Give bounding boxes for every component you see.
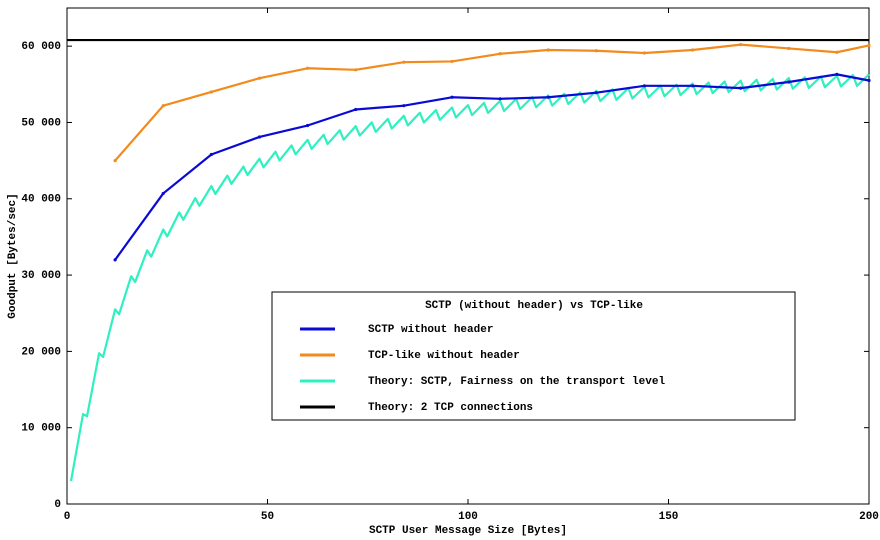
- point-marker: [835, 72, 839, 76]
- y-tick-label: 60 000: [21, 41, 61, 53]
- legend-label: Theory: SCTP, Fairness on the transport …: [368, 376, 665, 388]
- y-tick-label: 0: [54, 499, 61, 511]
- point-marker: [209, 152, 213, 157]
- point-marker: [787, 80, 791, 84]
- x-tick-label: 0: [64, 511, 71, 523]
- point-marker: [354, 68, 358, 72]
- point-marker: [257, 135, 262, 139]
- point-marker: [113, 159, 117, 163]
- point-marker: [594, 49, 598, 53]
- point-marker: [161, 191, 165, 196]
- x-tick-label: 200: [859, 511, 879, 523]
- point-marker: [402, 104, 406, 108]
- point-marker: [306, 66, 310, 70]
- point-marker: [113, 258, 117, 262]
- y-tick-label: 10 000: [21, 423, 61, 435]
- point-marker: [835, 50, 839, 54]
- point-marker: [546, 48, 550, 52]
- y-tick-label: 30 000: [21, 270, 61, 282]
- point-marker: [690, 84, 695, 88]
- legend: SCTP (without header) vs TCP-like SCTP wi…: [271, 291, 796, 421]
- x-tick-label: 50: [261, 511, 274, 523]
- y-axis-label: Goodput [Bytes/sec]: [7, 193, 19, 318]
- point-marker: [594, 91, 598, 95]
- point-marker: [642, 51, 647, 55]
- x-tick-label: 150: [659, 511, 679, 523]
- point-marker: [739, 43, 743, 47]
- point-marker: [690, 48, 695, 52]
- y-tick-label: 40 000: [21, 194, 61, 206]
- legend-label: Theory: 2 TCP connections: [368, 402, 533, 414]
- point-marker: [450, 95, 454, 99]
- point-marker: [867, 43, 871, 47]
- point-marker: [209, 90, 213, 94]
- point-marker: [642, 84, 647, 88]
- point-marker: [546, 95, 550, 99]
- legend-label: SCTP without header: [368, 324, 493, 336]
- y-tick-label: 20 000: [21, 346, 61, 358]
- x-axis-label: SCTP User Message Size [Bytes]: [369, 525, 567, 537]
- plot-frame: [66, 7, 870, 505]
- series-line: [69, 73, 870, 482]
- legend-box: [271, 291, 796, 421]
- point-marker: [450, 59, 454, 64]
- point-marker: [257, 76, 262, 80]
- point-marker: [498, 97, 502, 101]
- y-tick-label: 50 000: [21, 117, 61, 129]
- point-marker: [402, 60, 406, 64]
- legend-title: SCTP (without header) vs TCP-like: [425, 300, 643, 312]
- series-line: [114, 43, 870, 162]
- point-marker: [498, 52, 502, 56]
- legend-label: TCP-like without header: [368, 350, 520, 362]
- series-line: [114, 73, 870, 261]
- point-marker: [161, 104, 165, 108]
- x-tick-label: 100: [458, 511, 478, 523]
- point-marker: [739, 86, 743, 90]
- point-marker: [354, 107, 358, 112]
- point-marker: [787, 46, 791, 51]
- point-marker: [306, 123, 310, 128]
- point-marker: [867, 78, 871, 83]
